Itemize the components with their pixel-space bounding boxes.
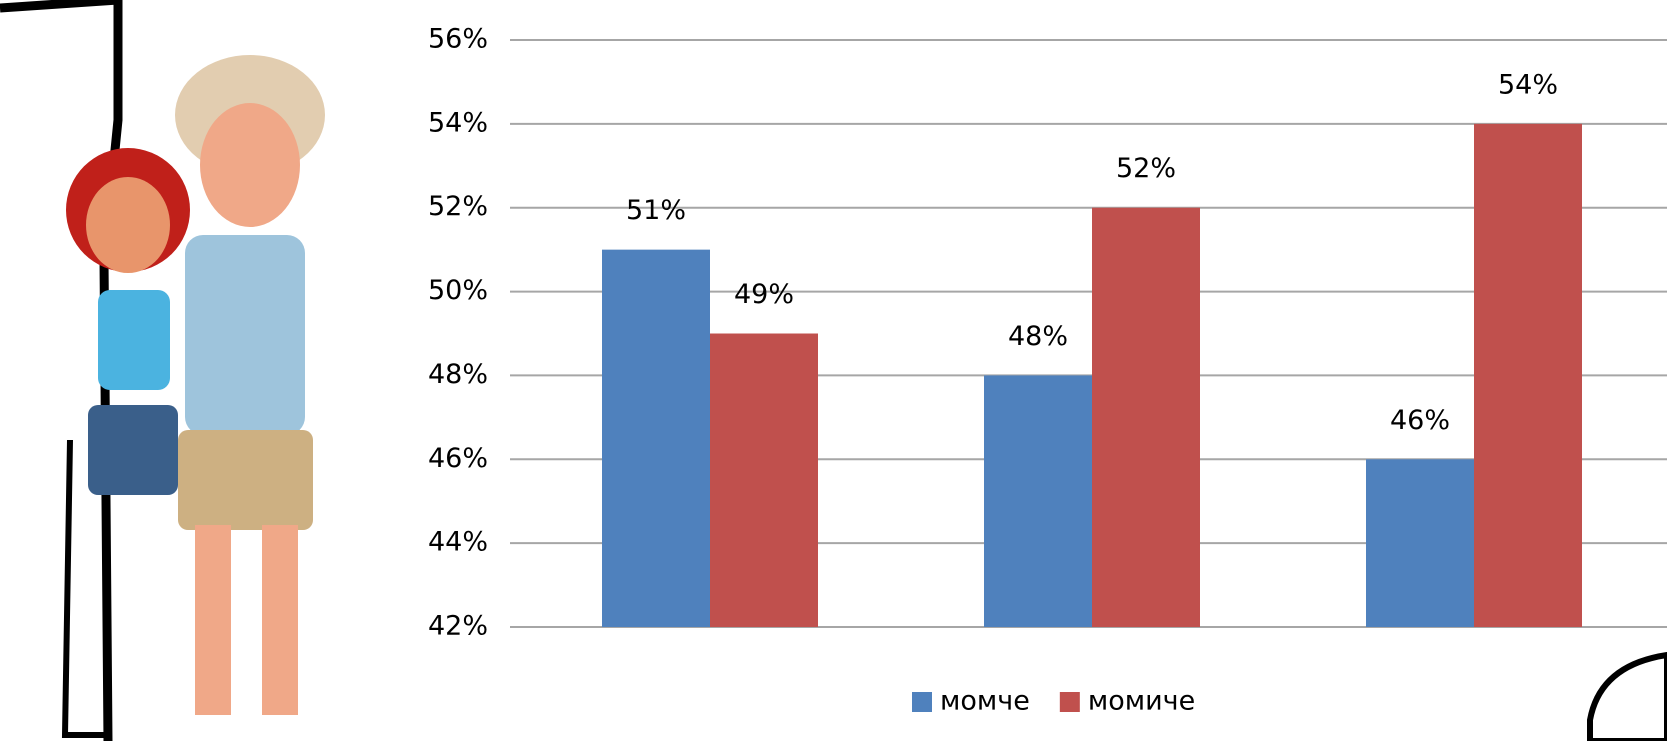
- girl-shirt: [98, 290, 170, 390]
- boy-leg: [195, 525, 231, 715]
- bar: [602, 249, 710, 627]
- y-tick-label: 42%: [428, 611, 488, 642]
- legend-label: момиче: [1088, 686, 1195, 717]
- bar: [984, 375, 1092, 627]
- boy-shorts: [178, 430, 313, 530]
- data-label: 52%: [1116, 153, 1176, 184]
- y-tick-label: 44%: [428, 527, 488, 558]
- legend-swatch: [912, 692, 932, 712]
- bar: [1474, 123, 1582, 627]
- y-tick-label: 50%: [428, 275, 488, 306]
- girl-shorts: [88, 405, 178, 495]
- boy-face: [200, 103, 300, 227]
- y-tick-label: 46%: [428, 443, 488, 474]
- y-tick-label: 48%: [428, 359, 488, 390]
- data-label: 46%: [1390, 405, 1450, 436]
- boy-shirt: [185, 235, 305, 435]
- decoration: [1587, 651, 1667, 741]
- boy-leg: [262, 525, 298, 715]
- legend-label: момче: [940, 686, 1030, 717]
- data-label: 49%: [734, 279, 794, 310]
- bar: [1366, 459, 1474, 627]
- y-tick-label: 56%: [428, 24, 488, 55]
- bar: [1092, 207, 1200, 627]
- data-label: 54%: [1498, 69, 1558, 100]
- girl-face: [86, 177, 170, 273]
- data-label: 48%: [1008, 321, 1068, 352]
- bar: [710, 333, 818, 627]
- y-tick-label: 54%: [428, 107, 488, 138]
- legend-swatch: [1059, 692, 1080, 712]
- data-label: 51%: [626, 195, 686, 226]
- frame-line: [61, 439, 110, 738]
- y-tick-label: 52%: [428, 191, 488, 222]
